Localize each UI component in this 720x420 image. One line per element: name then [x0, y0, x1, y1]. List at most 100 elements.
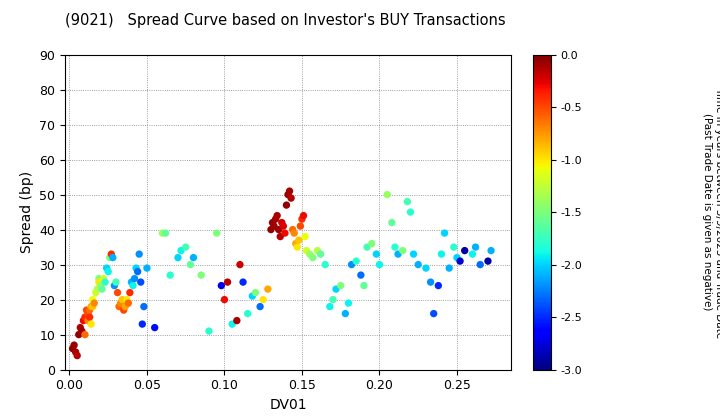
- Point: [330, 286, 342, 292]
- Point: [110, 279, 122, 286]
- Point: [82, 317, 94, 324]
- Point: [271, 212, 283, 219]
- Point: [292, 244, 303, 250]
- Point: [84, 314, 95, 320]
- Point: [293, 237, 305, 244]
- Point: [67, 345, 78, 352]
- Point: [133, 251, 145, 257]
- Point: [285, 195, 297, 202]
- Point: [444, 265, 455, 271]
- Point: [355, 272, 366, 278]
- Point: [184, 261, 196, 268]
- Point: [135, 279, 146, 286]
- Point: [78, 317, 89, 324]
- Point: [448, 244, 459, 250]
- Point: [141, 265, 153, 271]
- Point: [87, 296, 99, 303]
- Point: [242, 310, 253, 317]
- Text: Time in years between 5/9/2025 and Trade Date
(Past Trade Date is given as negat: Time in years between 5/9/2025 and Trade…: [702, 87, 720, 338]
- Point: [335, 282, 346, 289]
- Point: [93, 279, 104, 286]
- Point: [425, 279, 436, 286]
- Point: [274, 233, 286, 240]
- Point: [361, 244, 373, 250]
- Point: [451, 254, 463, 261]
- Point: [413, 261, 424, 268]
- Point: [346, 261, 357, 268]
- Point: [121, 296, 132, 303]
- Point: [76, 328, 88, 334]
- Point: [287, 226, 298, 233]
- Point: [485, 247, 497, 254]
- Point: [315, 251, 326, 257]
- Point: [298, 212, 310, 219]
- Point: [222, 279, 233, 286]
- Point: [262, 286, 274, 292]
- Point: [392, 251, 404, 257]
- Point: [307, 254, 318, 261]
- Point: [265, 226, 276, 233]
- Point: [366, 240, 377, 247]
- Point: [273, 226, 284, 233]
- Point: [250, 289, 261, 296]
- Point: [304, 251, 315, 257]
- Point: [276, 219, 287, 226]
- Point: [126, 279, 138, 286]
- Point: [130, 265, 142, 271]
- Point: [73, 331, 84, 338]
- Point: [112, 289, 123, 296]
- Point: [113, 303, 125, 310]
- Point: [438, 230, 450, 236]
- Point: [115, 300, 127, 307]
- Point: [397, 247, 408, 254]
- Point: [95, 282, 107, 289]
- Point: [433, 282, 444, 289]
- Point: [459, 247, 470, 254]
- Point: [238, 279, 249, 286]
- Point: [99, 279, 111, 286]
- Point: [90, 289, 102, 296]
- Point: [278, 223, 289, 229]
- Point: [246, 293, 258, 299]
- Point: [294, 223, 306, 229]
- Point: [226, 321, 238, 328]
- Point: [312, 247, 323, 254]
- Point: [474, 261, 486, 268]
- Point: [71, 352, 83, 359]
- Point: [68, 342, 80, 349]
- Point: [180, 244, 192, 250]
- Point: [93, 275, 104, 282]
- Point: [70, 349, 81, 355]
- Point: [254, 303, 266, 310]
- Point: [203, 328, 215, 334]
- Point: [120, 303, 131, 310]
- Point: [340, 310, 351, 317]
- Point: [320, 261, 331, 268]
- Point: [420, 265, 432, 271]
- Text: (9021)   Spread Curve based on Investor's BUY Transactions: (9021) Spread Curve based on Investor's …: [65, 13, 505, 28]
- Point: [296, 216, 307, 223]
- Point: [117, 296, 128, 303]
- Point: [405, 209, 416, 215]
- Point: [374, 261, 385, 268]
- Point: [195, 272, 207, 278]
- Point: [371, 251, 382, 257]
- Point: [96, 286, 108, 292]
- Point: [234, 261, 246, 268]
- Point: [290, 240, 302, 247]
- Point: [324, 303, 336, 310]
- Point: [219, 296, 230, 303]
- Point: [358, 282, 369, 289]
- Point: [82, 310, 94, 317]
- Point: [86, 321, 97, 328]
- Point: [327, 296, 338, 303]
- Point: [279, 230, 291, 236]
- Point: [84, 307, 95, 313]
- Point: [122, 300, 134, 307]
- Point: [138, 303, 150, 310]
- Point: [300, 233, 311, 240]
- Point: [75, 324, 86, 331]
- Point: [301, 247, 312, 254]
- Point: [132, 268, 143, 275]
- Point: [266, 219, 278, 226]
